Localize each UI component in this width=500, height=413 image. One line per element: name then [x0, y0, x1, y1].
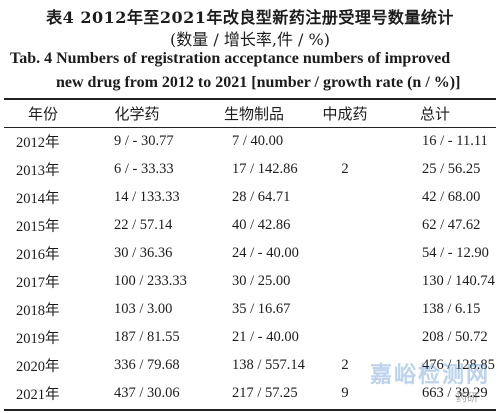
- table-row: 2017年 100 / 233.33 30 / 25.00 130 / 140.74: [4, 267, 496, 295]
- table-header-rule: [4, 127, 496, 128]
- table-row: 2014年 14 / 133.33 28 / 64.71 42 / 68.00: [4, 183, 496, 211]
- table-row: 2020年 336 / 79.68 138 / 557.14 2 476 / 128.8…: [4, 351, 496, 379]
- cell-total: 476 / 128.85: [422, 356, 495, 373]
- cell-biological: 28 / 64.71: [232, 188, 291, 205]
- cell-total: 54 / - 12.90: [422, 244, 489, 261]
- cell-chemical: 30 / 36.36: [114, 244, 173, 261]
- cell-chemical: 22 / 57.14: [114, 216, 173, 233]
- cell-year: 2019年: [16, 330, 60, 347]
- header-biological: 生物制品: [223, 105, 284, 123]
- table-row: 2016年 30 / 36.36 24 / - 40.00 54 / - 12.90: [4, 239, 496, 267]
- cell-tcm: 9: [341, 384, 349, 401]
- cell-total: 138 / 6.15: [422, 300, 481, 317]
- cell-biological: 35 / 16.67: [232, 300, 291, 317]
- table-row: 2021年 437 / 30.06 217 / 57.25 9 663 / 39.29: [4, 379, 496, 407]
- header-tcm: 中成药: [322, 105, 368, 123]
- cell-year: 2018年: [16, 302, 60, 319]
- cell-year: 2013年: [16, 162, 60, 179]
- cell-chemical: 100 / 233.33: [114, 272, 187, 289]
- cell-tcm: [316, 211, 374, 239]
- header-chemical: 化学药: [114, 105, 160, 123]
- table-row: 2012年 9 / - 30.77 7 / 40.00 16 / - 11.11: [4, 127, 496, 155]
- header-total: 总计: [419, 105, 450, 123]
- cell-chemical: 437 / 30.06: [114, 384, 180, 401]
- cell-biological: 17 / 142.86: [232, 160, 298, 177]
- cell-tcm: [316, 183, 374, 211]
- cell-chemical: 103 / 3.00: [114, 300, 173, 317]
- cell-tcm: [316, 323, 374, 351]
- cell-total: 208 / 50.72: [422, 328, 488, 345]
- cell-chemical: 14 / 133.33: [114, 188, 180, 205]
- table-title-en-line1: Tab. 4 Numbers of registration acceptanc…: [10, 50, 451, 67]
- cell-year: 2014年: [16, 190, 60, 207]
- cell-tcm: [316, 295, 374, 323]
- cell-total: 62 / 47.62: [422, 216, 481, 233]
- cell-total: 663 / 39.29: [422, 384, 488, 401]
- cell-tcm: 2: [341, 160, 349, 177]
- table-top-rule: [4, 98, 496, 100]
- header-row: 年份 化学药 生物制品 中成药 总计: [4, 100, 496, 127]
- cell-total: 42 / 68.00: [422, 188, 481, 205]
- cell-biological: 30 / 25.00: [232, 272, 291, 289]
- cell-total: 130 / 140.74: [422, 272, 495, 289]
- cell-year: 2017年: [16, 274, 60, 291]
- watermark-source: 药研: [456, 391, 478, 404]
- cell-year: 2021年: [16, 386, 60, 403]
- cell-chemical: 187 / 81.55: [114, 328, 180, 345]
- watermark-logo: 嘉峪检测网: [369, 363, 490, 388]
- table-row: 2019年 187 / 81.55 21 / - 40.00 208 / 50.72: [4, 323, 496, 351]
- table-row: 2013年 6 / - 33.33 17 / 142.86 2 25 / 56.25: [4, 155, 496, 183]
- table-bottom-rule: [4, 409, 496, 411]
- cell-total: 25 / 56.25: [422, 160, 481, 177]
- cell-tcm: [316, 127, 374, 155]
- cell-tcm: [316, 267, 374, 295]
- cell-tcm: [316, 239, 374, 267]
- table-row: 2015年 22 / 57.14 40 / 42.86 62 / 47.62: [4, 211, 496, 239]
- cell-biological: 138 / 557.14: [232, 356, 305, 373]
- cell-biological: 24 / - 40.00: [232, 244, 299, 261]
- data-table: 年份 化学药 生物制品 中成药 总计 2012年 9 / - 30.77 7 / 4…: [4, 100, 496, 407]
- header-year: 年份: [27, 105, 58, 123]
- cell-chemical: 6 / - 33.33: [114, 160, 174, 177]
- cell-biological: 21 / - 40.00: [232, 328, 299, 345]
- cell-chemical: 9 / - 30.77: [114, 132, 174, 149]
- cell-total: 16 / - 11.11: [422, 132, 488, 149]
- cell-year: 2015年: [16, 218, 60, 235]
- cell-year: 2016年: [16, 246, 60, 263]
- table-subtitle-zh: (数量 / 增长率,件 / %): [170, 30, 330, 49]
- cell-biological: 217 / 57.25: [232, 384, 298, 401]
- cell-biological: 7 / 40.00: [232, 132, 284, 149]
- cell-tcm: 2: [341, 356, 349, 373]
- table-title-en-line2: new drug from 2012 to 2021 [number / gro…: [56, 74, 461, 91]
- cell-chemical: 336 / 79.68: [114, 356, 180, 373]
- table-title-zh: 表4 2012年至2021年改良型新药注册受理号数量统计: [46, 8, 454, 27]
- cell-biological: 40 / 42.86: [232, 216, 291, 233]
- cell-year: 2020年: [16, 358, 60, 375]
- cell-year: 2012年: [16, 134, 60, 151]
- table-row: 2018年 103 / 3.00 35 / 16.67 138 / 6.15: [4, 295, 496, 323]
